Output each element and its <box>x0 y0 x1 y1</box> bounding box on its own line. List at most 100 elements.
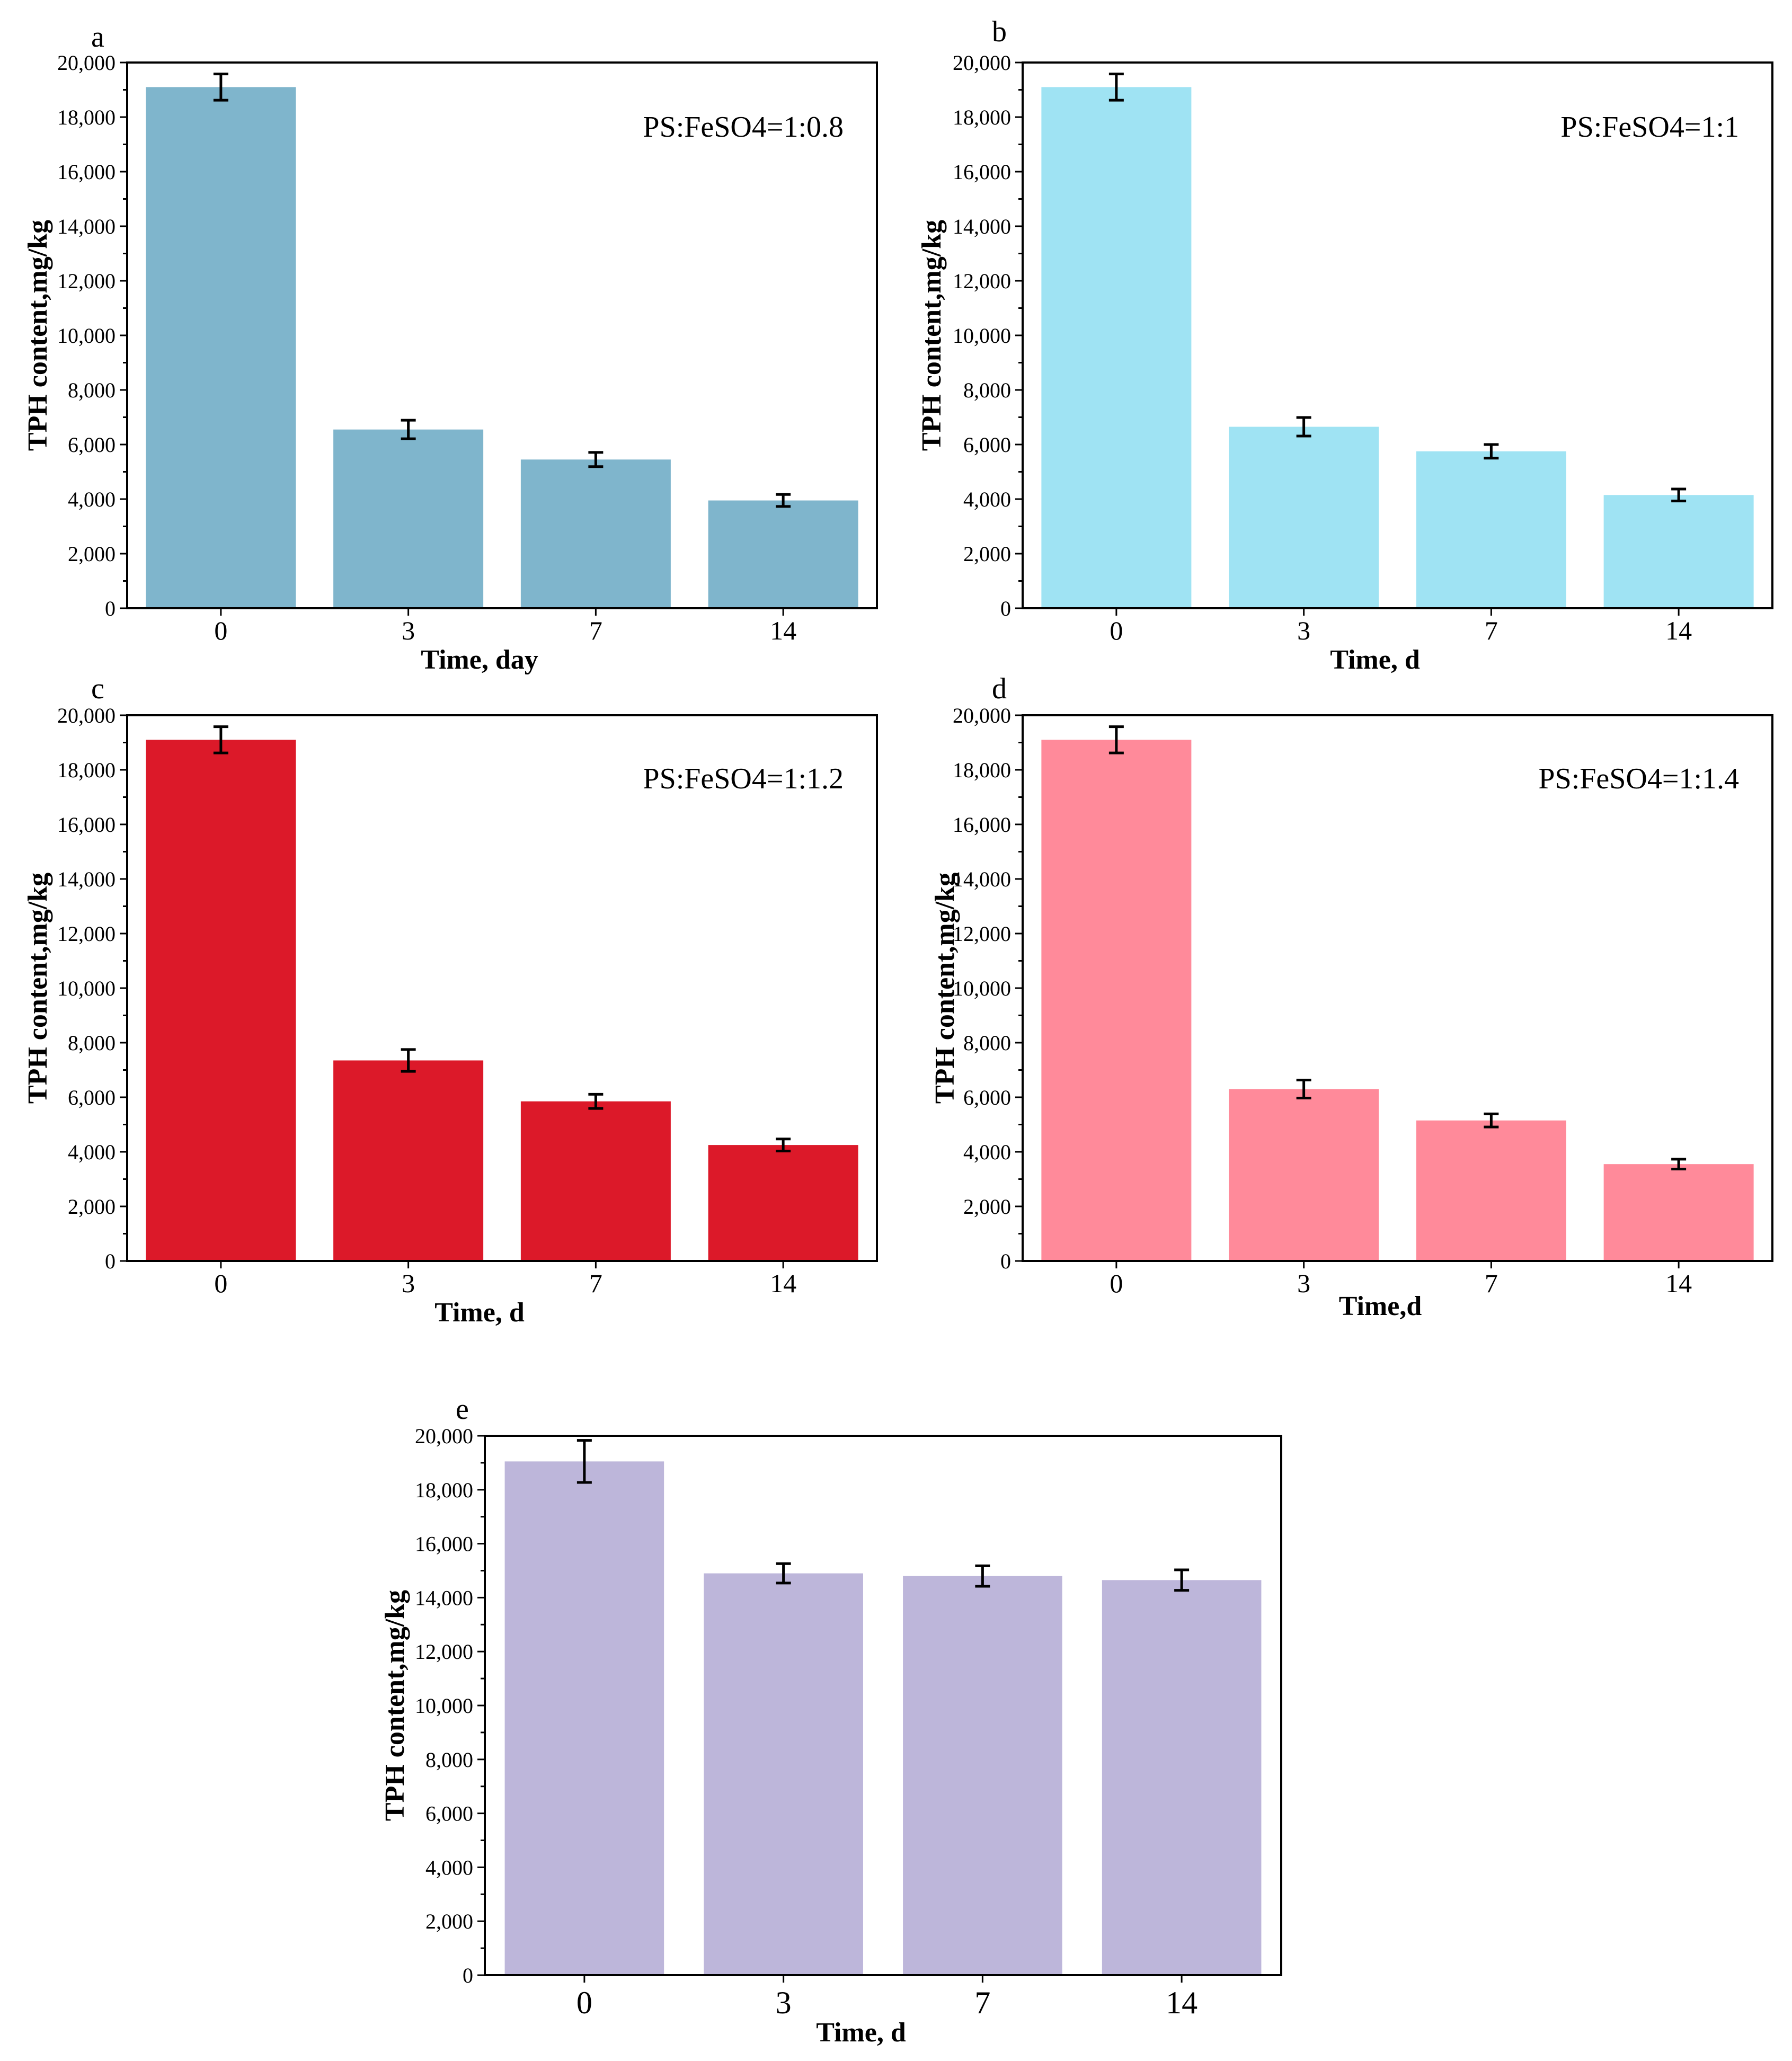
y-tick-label-b-10: 20,000 <box>953 51 1011 75</box>
plot-frame-d <box>1022 714 1773 1262</box>
chart-panel-c: 0 3 7 14 0 2,000 4,000 6,000 8,000 10,000 12,000 14… <box>23 672 878 1328</box>
bar-d-7 <box>1416 1120 1566 1261</box>
x-axis-title-e: Time, d <box>816 2018 906 2048</box>
y-tick-label-a-0: 0 <box>105 597 116 620</box>
y-tick-label-a-1: 2,000 <box>68 542 116 566</box>
x-tick-label-d-14: 14 <box>1665 1268 1692 1298</box>
bar-a-7 <box>520 459 671 608</box>
y-tick-label-a-2: 4,000 <box>68 487 116 511</box>
error-bar-a-3 <box>401 419 416 440</box>
y-tick-label-d-9: 18,000 <box>953 758 1011 782</box>
x-tick-label-a-7: 7 <box>589 616 602 645</box>
x-tick-label-e-7: 7 <box>974 1985 990 2020</box>
y-tick-label-b-0: 0 <box>1000 597 1011 620</box>
bar-c-3 <box>333 1060 484 1261</box>
x-tick-label-d-3: 3 <box>1297 1268 1310 1298</box>
y-tick-label-e-9: 18,000 <box>415 1478 473 1502</box>
ratio-annotation-b: PS:FeSO4=1:1 <box>1560 111 1739 144</box>
bar-b-7 <box>1416 451 1566 608</box>
error-bar-a-14 <box>776 493 791 508</box>
y-tick-label-e-8: 16,000 <box>415 1532 473 1556</box>
y-axis-title-d: TPH content,mg/kg <box>930 873 960 1104</box>
error-bar-b-7 <box>1484 443 1499 460</box>
y-tick-label-b-6: 12,000 <box>953 269 1011 293</box>
y-tick-label-e-6: 12,000 <box>415 1640 473 1664</box>
y-tick-label-a-3: 6,000 <box>68 433 116 457</box>
y-tick-label-b-2: 4,000 <box>963 487 1011 511</box>
error-bar-e-3 <box>776 1562 791 1585</box>
ratio-annotation-c: PS:FeSO4=1:1.2 <box>643 762 844 795</box>
bar-a-14 <box>708 500 858 608</box>
x-tick-label-a-3: 3 <box>402 616 415 645</box>
panel-letter-e: e <box>456 1393 469 1426</box>
x-tick-label-e-14: 14 <box>1166 1985 1197 2020</box>
y-tick-label-c-6: 12,000 <box>57 922 116 946</box>
y-tick-label-c-1: 2,000 <box>68 1195 116 1219</box>
error-bar-e-7 <box>975 1564 990 1588</box>
plot-frame-b <box>1022 61 1773 609</box>
bar-d-14 <box>1603 1164 1754 1261</box>
error-bar-c-3 <box>401 1048 416 1073</box>
y-tick-label-d-1: 2,000 <box>963 1195 1011 1219</box>
error-bar-c-14 <box>776 1138 791 1152</box>
x-tick-label-a-0: 0 <box>214 616 227 645</box>
y-tick-label-a-9: 18,000 <box>57 105 116 129</box>
x-tick-label-e-3: 3 <box>776 1985 792 2020</box>
y-tick-label-c-2: 4,000 <box>68 1140 116 1164</box>
bar-a-3 <box>333 429 484 608</box>
y-tick-label-c-10: 20,000 <box>57 704 116 727</box>
y-tick-label-c-9: 18,000 <box>57 758 116 782</box>
y-tick-label-c-0: 0 <box>105 1249 116 1273</box>
y-tick-label-d-4: 8,000 <box>963 1031 1011 1055</box>
bar-c-0 <box>146 740 296 1261</box>
plot-frame-a <box>126 61 878 609</box>
y-tick-label-d-3: 6,000 <box>963 1086 1011 1109</box>
x-tick-label-d-7: 7 <box>1485 1268 1498 1298</box>
x-tick-label-b-3: 3 <box>1297 616 1310 645</box>
y-tick-label-d-0: 0 <box>1000 1249 1011 1273</box>
bar-b-3 <box>1229 427 1379 608</box>
x-axis-title-a: Time, day <box>421 645 538 675</box>
bar-d-0 <box>1041 740 1192 1261</box>
y-tick-label-b-1: 2,000 <box>963 542 1011 566</box>
bar-e-7 <box>903 1576 1062 1975</box>
y-tick-label-a-7: 14,000 <box>57 215 116 238</box>
y-tick-label-e-7: 14,000 <box>415 1586 473 1610</box>
plot-frame-e <box>484 1435 1282 1976</box>
y-tick-label-e-1: 2,000 <box>425 1909 473 1933</box>
x-tick-label-e-0: 0 <box>576 1985 592 2020</box>
y-axis-title-c: TPH content,mg/kg <box>23 873 53 1104</box>
bar-a-0 <box>146 87 296 609</box>
error-bar-d-14 <box>1671 1158 1687 1170</box>
ratio-annotation-d: PS:FeSO4=1:1.4 <box>1538 762 1739 795</box>
error-bar-d-0 <box>1108 725 1124 754</box>
y-tick-label-b-4: 8,000 <box>963 378 1011 402</box>
error-bar-b-0 <box>1108 73 1124 102</box>
y-tick-label-b-5: 10,000 <box>953 324 1011 348</box>
y-axis-title-b: TPH content,mg/kg <box>917 220 947 451</box>
error-bar-b-3 <box>1296 416 1311 438</box>
x-tick-label-c-0: 0 <box>214 1268 227 1298</box>
y-tick-label-c-4: 8,000 <box>68 1031 116 1055</box>
y-axis-title-a: TPH content,mg/kg <box>23 220 53 451</box>
y-tick-label-c-5: 10,000 <box>57 976 116 1000</box>
bar-c-14 <box>708 1145 858 1261</box>
x-tick-label-b-14: 14 <box>1665 616 1692 645</box>
panel-letter-d: d <box>992 672 1007 705</box>
y-tick-label-d-5: 10,000 <box>953 976 1011 1000</box>
error-bar-d-3 <box>1296 1079 1311 1100</box>
panel-letter-a: a <box>91 21 104 54</box>
y-axis-title-e: TPH content,mg/kg <box>380 1590 410 1821</box>
x-tick-label-c-7: 7 <box>589 1268 602 1298</box>
panel-letter-c: c <box>91 672 104 705</box>
error-bar-b-14 <box>1671 487 1687 503</box>
y-tick-label-e-0: 0 <box>463 1964 473 1987</box>
x-axis-title-b: Time, d <box>1330 645 1420 675</box>
y-tick-label-b-7: 14,000 <box>953 215 1011 238</box>
error-bar-c-0 <box>213 725 228 754</box>
x-axis-title-d: Time,d <box>1339 1291 1422 1321</box>
chart-panel-a: 0 3 7 14 0 2,000 4,000 6,000 8,000 10,000 12,000 14… <box>23 21 878 675</box>
x-tick-label-d-0: 0 <box>1110 1268 1123 1298</box>
error-bar-a-0 <box>213 73 228 102</box>
